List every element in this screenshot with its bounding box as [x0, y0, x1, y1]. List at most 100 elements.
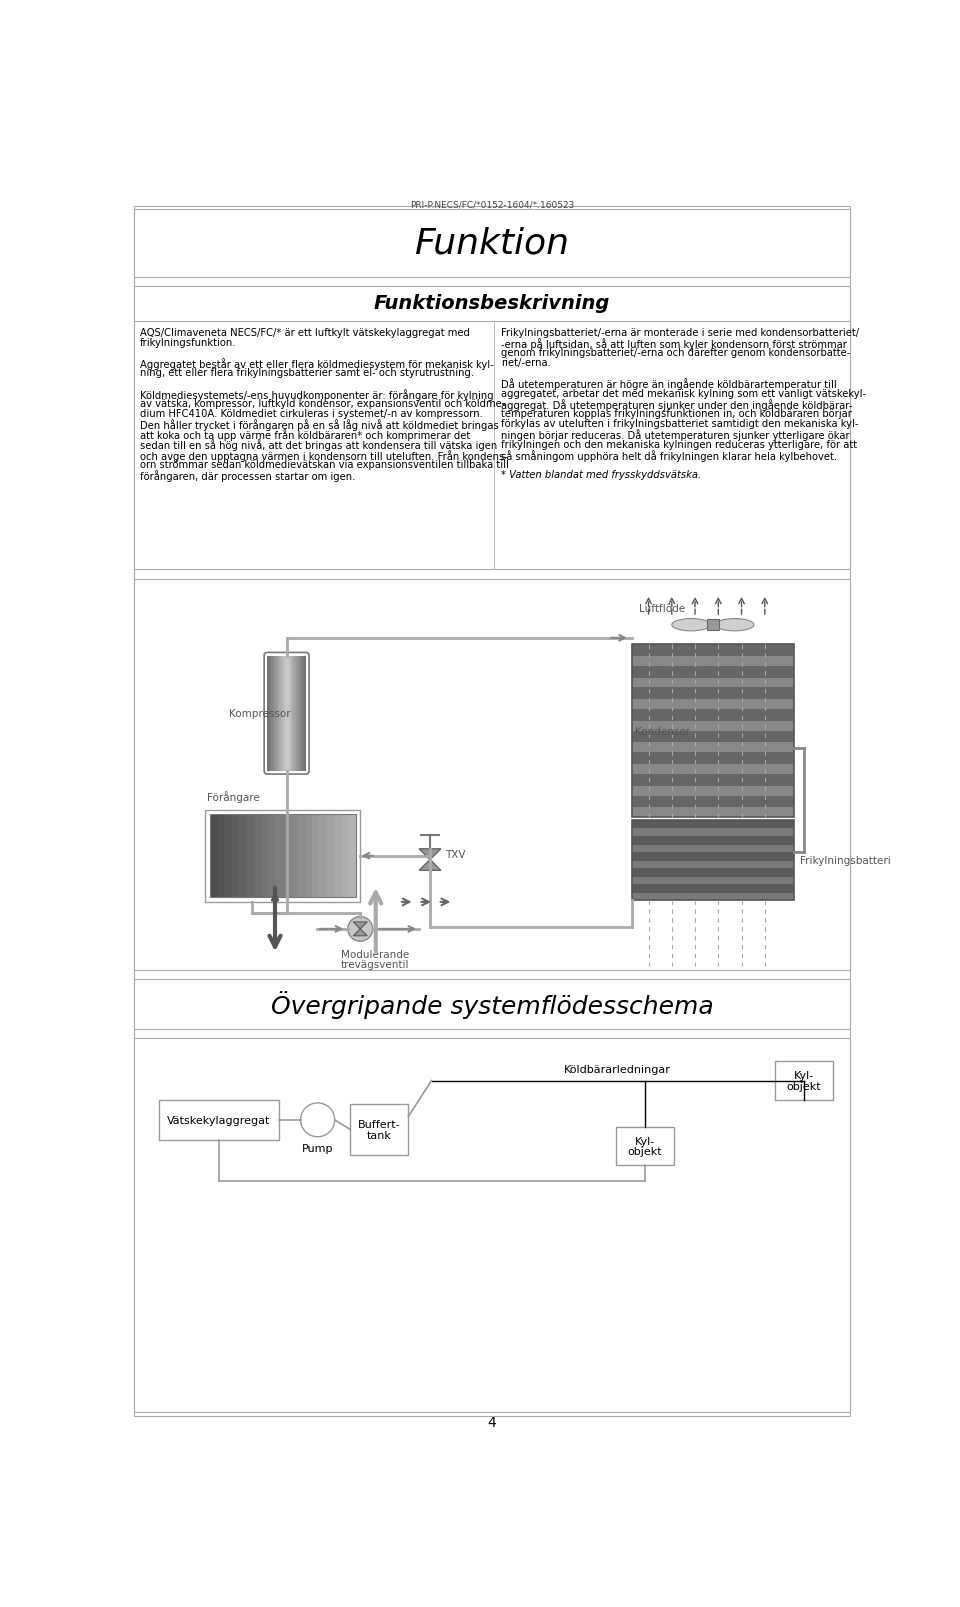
Bar [283, 815, 290, 898]
Bar [304, 815, 312, 898]
Text: Frikylningsbatteri: Frikylningsbatteri [801, 855, 891, 866]
Bar [283, 656, 285, 771]
Polygon shape [420, 860, 441, 871]
Bar [312, 815, 319, 898]
Bar [290, 815, 298, 898]
Text: Pump: Pump [301, 1143, 333, 1154]
Text: förångaren, där processen startar om igen.: förångaren, där processen startar om ige… [140, 469, 355, 482]
Bar [632, 836, 794, 845]
Bar [350, 1104, 408, 1155]
Polygon shape [353, 922, 368, 929]
Bar [632, 795, 794, 808]
Text: sedan till en så hög nivå, att det bringas att kondensera till vätska igen: sedan till en så hög nivå, att det bring… [140, 439, 497, 452]
Circle shape [348, 918, 372, 942]
Bar [297, 656, 299, 771]
Text: -erna på luftsidan, så att luften som kyler kondensorn först strömmar: -erna på luftsidan, så att luften som ky… [501, 337, 847, 350]
Text: Funktion: Funktion [415, 227, 569, 260]
Text: AQS/Climaveneta NECS/FC/* är ett luftkylt vätskekylaggregat med: AQS/Climaveneta NECS/FC/* är ett luftkyl… [140, 328, 470, 337]
Bar [616, 1127, 674, 1165]
Text: * Vatten blandat med frysskyddsvätska.: * Vatten blandat med frysskyddsvätska. [501, 469, 702, 480]
Bar [231, 815, 239, 898]
Bar [707, 620, 719, 630]
Text: aggregat. Då utetemperaturen sjunker under den ingående köldbärar-: aggregat. Då utetemperaturen sjunker und… [501, 399, 852, 410]
Bar [239, 815, 247, 898]
Bar [334, 815, 341, 898]
Bar [205, 810, 360, 903]
Text: Aggregatet består av ett eller flera köldmediesystem för mekanisk kyl-: Aggregatet består av ett eller flera köl… [140, 358, 493, 370]
Text: frikylningsfunktion.: frikylningsfunktion. [140, 337, 237, 347]
Bar [632, 752, 794, 765]
Bar [273, 656, 275, 771]
Text: objekt: objekt [628, 1147, 662, 1157]
Text: Kyl-: Kyl- [635, 1136, 655, 1146]
Bar [134, 579, 850, 971]
Text: Frikylningsbatteriet/-erna är monterade i serie med kondensorbatteriet/: Frikylningsbatteriet/-erna är monterade … [501, 328, 859, 337]
Bar [276, 815, 283, 898]
Text: Köldmediesystemets/-ens huvudkomponenter är: förångare för kylning: Köldmediesystemets/-ens huvudkomponenter… [140, 389, 493, 400]
Text: temperaturen kopplas frikylningsfunktionen in, och köldbäraren börjar: temperaturen kopplas frikylningsfunktion… [501, 408, 852, 419]
Text: Luftflöde: Luftflöde [639, 603, 685, 614]
Text: Då utetemperaturen är högre än ingående köldbärartemperatur till: Då utetemperaturen är högre än ingående … [501, 378, 837, 391]
Bar [134, 286, 850, 570]
Bar [300, 656, 302, 771]
Bar [276, 656, 278, 771]
Text: Kompressor: Kompressor [228, 709, 290, 718]
Bar [247, 815, 253, 898]
Bar [632, 731, 794, 742]
Bar [289, 656, 291, 771]
Bar [319, 815, 326, 898]
Text: TXV: TXV [444, 848, 466, 860]
Bar [632, 709, 794, 722]
Text: Köldbärarledningar: Köldbärarledningar [564, 1065, 671, 1075]
Text: Buffert-: Buffert- [358, 1120, 400, 1130]
Ellipse shape [715, 619, 754, 632]
Bar [217, 815, 225, 898]
Bar [341, 815, 348, 898]
Bar [253, 815, 261, 898]
Bar [632, 775, 794, 786]
Bar [275, 656, 276, 771]
Bar [134, 1038, 850, 1413]
Polygon shape [420, 848, 441, 860]
Text: aggregatet, arbetar det med mekanisk kylning som ett vanligt vätskekyl-: aggregatet, arbetar det med mekanisk kyl… [501, 389, 867, 399]
Bar [632, 644, 794, 818]
Ellipse shape [672, 619, 710, 632]
Bar [287, 656, 289, 771]
Bar [291, 656, 293, 771]
Bar [281, 656, 283, 771]
Bar [158, 1101, 278, 1139]
Bar [632, 667, 794, 678]
Bar [632, 884, 794, 893]
Text: Övergripande systemflödesschema: Övergripande systemflödesschema [271, 990, 713, 1019]
Text: orn strömmar sedan köldmedievätskan via expansionsventilen tillbaka till: orn strömmar sedan köldmedievätskan via … [140, 460, 509, 469]
Bar [134, 211, 850, 278]
Text: genom frikylningsbatteriet/-erna och därefter genom kondensorbatte-: genom frikylningsbatteriet/-erna och där… [501, 347, 851, 358]
Bar [267, 656, 269, 771]
Text: Modulerande: Modulerande [341, 950, 409, 959]
Bar [632, 820, 794, 902]
Circle shape [300, 1102, 335, 1138]
Text: Kondensor: Kondensor [636, 726, 690, 736]
Text: ning, ett eller flera frikylningsbatterier samt el- och styrutrustning.: ning, ett eller flera frikylningsbatteri… [140, 368, 474, 378]
Bar [632, 644, 794, 656]
Bar [278, 656, 281, 771]
Text: Funktionsbeskrivning: Funktionsbeskrivning [373, 294, 611, 313]
Bar [302, 656, 304, 771]
Bar [269, 656, 271, 771]
Bar [285, 656, 287, 771]
Bar [271, 656, 273, 771]
Bar [298, 815, 304, 898]
Bar [134, 979, 850, 1030]
Bar [295, 656, 297, 771]
Text: Vätskekylaggregat: Vätskekylaggregat [167, 1115, 271, 1125]
Bar [293, 656, 295, 771]
Text: att koka och ta upp värme från köldbäraren* och komprimerar det: att koka och ta upp värme från köldbärar… [140, 429, 470, 440]
Bar [632, 820, 794, 902]
Bar [210, 815, 355, 898]
Text: dium HFC410A. Köldmediet cirkuleras i systemet/-n av kompressorn.: dium HFC410A. Köldmediet cirkuleras i sy… [140, 408, 483, 419]
Bar [225, 815, 231, 898]
Polygon shape [353, 929, 368, 937]
Text: Förångare: Förångare [206, 791, 259, 802]
Bar [326, 815, 334, 898]
Text: riet/-erna.: riet/-erna. [501, 358, 551, 368]
